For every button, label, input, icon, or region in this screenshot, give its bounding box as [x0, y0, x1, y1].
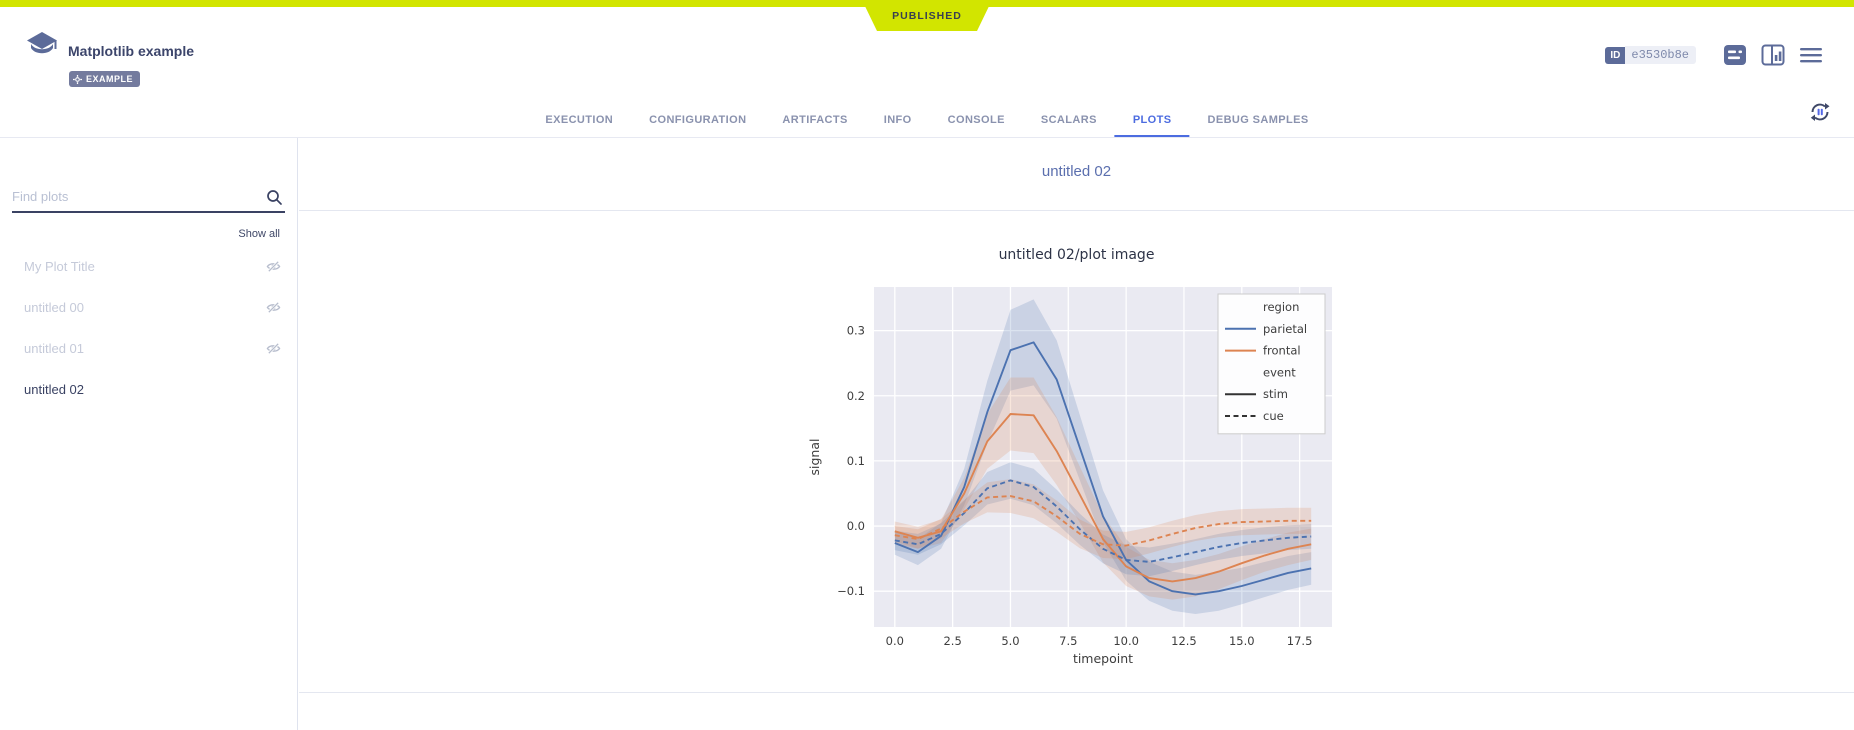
hamburger-menu-icon [1800, 48, 1822, 63]
tab-execution[interactable]: EXECUTION [545, 114, 614, 126]
eye-off-icon [266, 260, 280, 273]
tab-plots[interactable]: PLOTS [1114, 105, 1190, 137]
plot-item-label: My Plot Title [24, 259, 95, 274]
plot-item-label: untitled 00 [24, 300, 84, 315]
legend-label: frontal [1263, 344, 1301, 358]
legend-label: stim [1263, 387, 1288, 401]
tab-bar: EXECUTION CONFIGURATION ARTIFACTS INFO CONSO… [527, 105, 1326, 137]
tab-debug-samples[interactable]: DEBUG SAMPLES [1207, 114, 1309, 126]
search-input[interactable] [12, 185, 285, 213]
plot-list-item[interactable]: untitled 00 [0, 287, 297, 328]
example-tag: EXAMPLE [69, 71, 141, 87]
plot-search [12, 185, 285, 213]
tab-artifacts[interactable]: ARTIFACTS [782, 114, 848, 126]
show-all-link[interactable]: Show all [238, 228, 280, 240]
svg-text:2.5: 2.5 [943, 634, 961, 648]
auto-refresh-button[interactable] [1806, 98, 1834, 126]
legend-label: event [1263, 365, 1296, 379]
svg-text:12.5: 12.5 [1171, 634, 1197, 648]
plot-list-item[interactable]: untitled 02 [0, 369, 297, 410]
svg-text:15.0: 15.0 [1228, 634, 1254, 648]
plot-list: My Plot Title untitled 00 untitled 01 untit… [0, 246, 297, 410]
tab-configuration[interactable]: CONFIGURATION [649, 114, 747, 126]
tab-console[interactable]: CONSOLE [947, 114, 1005, 126]
svg-text:0.1: 0.1 [846, 454, 864, 468]
header-actions: ID e3530b8e [1605, 42, 1830, 68]
plot-group-title: untitled 02 [1041, 163, 1112, 180]
svg-text:0.3: 0.3 [846, 324, 864, 338]
toggle-visibility-button[interactable] [265, 341, 281, 357]
plot-item-label: untitled 01 [24, 341, 84, 356]
search-icon [267, 190, 282, 205]
tab-info[interactable]: INFO [883, 114, 912, 126]
experiment-title: Matplotlib example [68, 43, 195, 59]
plots-sidebar: Show all My Plot Title untitled 00 untitle… [0, 138, 298, 730]
gear-icon [73, 74, 82, 84]
plot-list-item[interactable]: untitled 01 [0, 328, 297, 369]
plot-list-item[interactable]: My Plot Title [0, 246, 297, 287]
svg-text:17.5: 17.5 [1286, 634, 1312, 648]
svg-text:0.0: 0.0 [885, 634, 903, 648]
project-logo-icon [27, 32, 57, 54]
compare-panels-icon [1761, 44, 1785, 66]
svg-text:−0.1: −0.1 [837, 584, 865, 598]
published-ribbon: PUBLISHED [862, 0, 992, 31]
details-panel-button[interactable] [1716, 42, 1754, 68]
plot-svg: −0.1 0.0 0.1 0.2 0.3 0.0 2.5 5.0 7.5 10.0 12.5 15.0… [807, 287, 1332, 666]
published-label: PUBLISHED [892, 9, 962, 22]
toggle-visibility-button[interactable] [265, 300, 281, 316]
plot-image-title: untitled 02/plot image [998, 247, 1155, 263]
compare-panels-button[interactable] [1754, 42, 1792, 68]
svg-text:0.2: 0.2 [846, 389, 864, 403]
main-content: untitled 02 untitled 02/plot image −0.1 0… [299, 138, 1854, 730]
menu-button[interactable] [1792, 42, 1830, 68]
legend-label: region [1263, 300, 1299, 314]
id-badge: ID [1605, 46, 1626, 64]
experiment-id-chip[interactable]: ID e3530b8e [1605, 46, 1696, 64]
example-tag-label: EXAMPLE [86, 74, 134, 84]
svg-text:0.0: 0.0 [846, 519, 864, 533]
id-value: e3530b8e [1625, 46, 1696, 64]
svg-text:7.5: 7.5 [1059, 634, 1077, 648]
tab-scalars[interactable]: SCALARS [1040, 114, 1097, 126]
svg-text:10.0: 10.0 [1113, 634, 1139, 648]
legend-label: cue [1263, 409, 1284, 423]
details-panel-icon [1724, 45, 1746, 65]
toggle-visibility-button[interactable] [265, 259, 281, 275]
x-axis-label: timepoint [1072, 651, 1132, 666]
plot-card: untitled 02/plot image −0.1 0.0 0.1 0.2 0.3 0… [299, 210, 1854, 693]
plot-item-label: untitled 02 [24, 382, 84, 397]
legend-label: parietal [1263, 322, 1307, 336]
header: Matplotlib example EXAMPLE ID e3530b8e [0, 7, 1854, 138]
eye-off-icon [266, 301, 280, 314]
svg-text:5.0: 5.0 [1001, 634, 1019, 648]
eye-off-icon [266, 342, 280, 355]
y-axis-label: signal [807, 439, 822, 476]
auto-refresh-pause-icon [1810, 103, 1830, 121]
